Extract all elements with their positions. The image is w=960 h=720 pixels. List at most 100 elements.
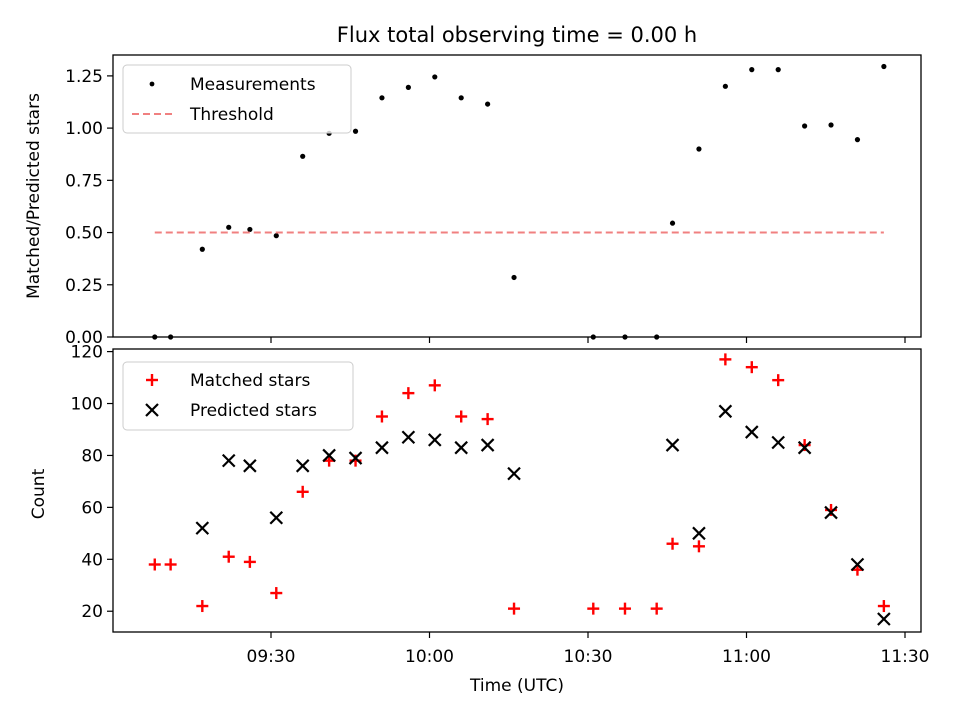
top-axes-frame [112, 54, 922, 338]
measurement-point [273, 233, 279, 239]
top-legend: Measurements Threshold [122, 64, 352, 134]
bottom-x-ticks: 09:30 10:00 10:30 11:00 11:30 [247, 632, 930, 667]
y-tick-label: 120 [71, 343, 103, 363]
y-tick-label: 60 [81, 498, 103, 518]
predicted-stars-point [850, 557, 865, 572]
matched-stars-point [666, 537, 679, 550]
predicted-stars-point [195, 521, 210, 535]
measurement-point [379, 95, 385, 101]
x-tick-label: 09:30 [247, 647, 296, 667]
y-tick-label: 0.50 [65, 224, 103, 244]
predicted-stars-point [507, 466, 521, 481]
measurement-point [458, 95, 464, 101]
top-x-ticks [270, 337, 906, 343]
measurement-point [749, 67, 755, 73]
x-tick-label: 11:30 [881, 647, 930, 667]
matched-stars-point [270, 587, 283, 600]
predicted-stars-point [665, 438, 680, 452]
measurement-point [226, 224, 232, 230]
y-tick-label: 0.25 [65, 276, 103, 296]
matched-stars-point [243, 555, 256, 568]
predicted-stars-point [428, 433, 442, 447]
top-y-axis-label: Matched/Predicted stars [24, 93, 44, 299]
top-y-ticks: 0.00 0.25 0.50 0.75 1.00 1.25 [65, 67, 113, 348]
measurement-point [485, 101, 491, 107]
y-tick-label: 1.00 [65, 119, 103, 139]
measurement-point [511, 274, 517, 281]
predicted-stars-point [295, 459, 310, 473]
matched-stars-point [402, 387, 415, 400]
predicted-stars-point [348, 451, 363, 465]
measurement-point [199, 246, 205, 252]
bottom-panel: 20 40 60 80 100 120 09:30 10:00 10:30 11:00 11:30… [29, 343, 930, 696]
predicted-stars-point [454, 440, 468, 455]
matched-stars-point [375, 410, 388, 423]
y-tick-label: 100 [71, 395, 103, 415]
matched-stars-point [825, 503, 838, 516]
measurement-point [352, 128, 359, 134]
bottom-legend-box [122, 361, 354, 431]
measurement-point [828, 122, 834, 128]
predicted-stars-point [797, 440, 812, 455]
y-tick-label: 0.00 [65, 328, 103, 348]
measurement-point [775, 67, 781, 73]
matched-stars-point [481, 413, 494, 426]
matched-stars-point [455, 410, 468, 423]
matched-stars-point [164, 558, 177, 571]
y-tick-label: 1.25 [65, 67, 103, 87]
predicted-stars-point [718, 404, 733, 419]
matched-stars-point [349, 454, 362, 467]
matched-stars-point [745, 361, 758, 374]
legend-predicted-label: Predicted stars [190, 401, 317, 421]
top-panel: 0.00 0.25 0.50 0.75 1.00 1.25 Matched/Predict… [24, 54, 922, 348]
measurement-point [696, 146, 702, 152]
measurement-point [722, 83, 728, 89]
predicted-stars-point [480, 438, 495, 452]
predicted-stars-point [221, 453, 236, 468]
matched-stars-point [587, 602, 600, 615]
matched-stars-point [618, 602, 631, 615]
predicted-stars-point [692, 526, 706, 541]
predicted-stars-point [745, 425, 759, 439]
predicted-stars-point [877, 612, 891, 626]
chart-title: Flux total observing time = 0.00 h [337, 23, 697, 47]
legend-threshold-label: Threshold [189, 105, 274, 125]
predicted-stars-point [322, 448, 336, 463]
matched-stars-point [148, 558, 161, 571]
measurement-point [669, 220, 676, 226]
measurement-point [881, 63, 887, 70]
bottom-y-ticks: 20 40 60 80 100 120 [71, 343, 113, 622]
legend-measurements-label: Measurements [190, 75, 316, 95]
bottom-y-axis-label: Count [29, 468, 49, 519]
predicted-stars-point [269, 510, 284, 525]
bottom-x-axis-label: Time (UTC) [469, 676, 564, 696]
predicted-stars-point [771, 435, 785, 450]
matched-stars-point [196, 600, 209, 613]
measurement-point [300, 153, 306, 159]
matched-stars-point [719, 353, 732, 366]
matched-stars-point [772, 374, 785, 387]
bottom-axes-frame [112, 348, 922, 633]
matched-stars-point [428, 379, 441, 392]
y-tick-label: 0.75 [65, 171, 103, 191]
legend-matched-label: Matched stars [190, 371, 310, 391]
matched-stars-point [508, 602, 521, 615]
matched-stars-point [650, 602, 663, 615]
legend-measurements-marker [149, 81, 155, 87]
bottom-legend: Matched stars Predicted stars [122, 361, 354, 431]
legend-predicted-marker [145, 403, 159, 417]
measurement-point [247, 226, 253, 233]
measurement-point [405, 84, 411, 90]
matched-stars-point [877, 600, 890, 613]
legend-matched-marker [146, 374, 158, 386]
measurement-point [802, 123, 808, 129]
predicted-stars-point [824, 505, 838, 520]
measurement-point [854, 137, 861, 143]
x-tick-label: 10:30 [564, 647, 613, 667]
matched-stars-point [798, 439, 811, 452]
y-tick-label: 40 [81, 550, 103, 570]
top-legend-box [122, 64, 352, 134]
matched-stars-point [296, 485, 309, 498]
y-tick-label: 20 [81, 602, 103, 622]
